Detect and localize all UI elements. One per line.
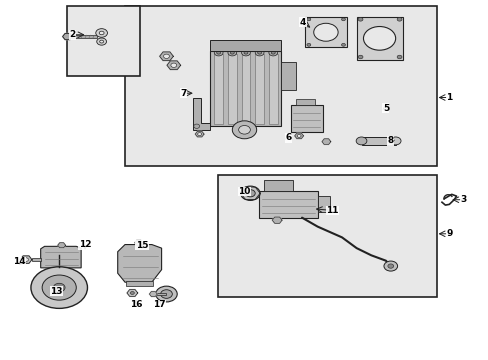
- Circle shape: [238, 126, 250, 134]
- Text: 10: 10: [238, 187, 250, 196]
- Text: 12: 12: [79, 240, 91, 249]
- Bar: [361, 137, 395, 145]
- Bar: [290, 105, 322, 132]
- Text: 13: 13: [50, 287, 63, 296]
- Bar: [281, 62, 295, 90]
- Circle shape: [245, 190, 255, 197]
- Circle shape: [341, 43, 345, 46]
- Circle shape: [230, 51, 234, 54]
- Circle shape: [357, 18, 362, 21]
- Bar: [255, 54, 264, 125]
- Text: 16: 16: [130, 300, 142, 309]
- Text: 2: 2: [70, 30, 76, 39]
- Bar: [264, 180, 293, 191]
- Circle shape: [396, 55, 401, 59]
- Circle shape: [255, 49, 264, 56]
- Circle shape: [341, 18, 345, 21]
- Polygon shape: [159, 52, 173, 60]
- Circle shape: [383, 261, 397, 271]
- Circle shape: [232, 121, 256, 139]
- Circle shape: [268, 49, 277, 56]
- Text: 6: 6: [285, 133, 291, 142]
- Circle shape: [42, 275, 76, 300]
- Circle shape: [244, 51, 247, 54]
- Polygon shape: [322, 139, 330, 144]
- Circle shape: [387, 264, 393, 268]
- Polygon shape: [166, 61, 180, 69]
- Text: 14: 14: [13, 257, 25, 266]
- Text: 4: 4: [299, 18, 305, 27]
- Circle shape: [240, 186, 260, 201]
- Polygon shape: [135, 240, 142, 245]
- Circle shape: [31, 267, 87, 309]
- Circle shape: [193, 124, 199, 129]
- Circle shape: [297, 134, 301, 137]
- Circle shape: [170, 63, 176, 67]
- Polygon shape: [294, 133, 303, 139]
- Text: 1: 1: [445, 93, 451, 102]
- Bar: [217, 175, 436, 297]
- Polygon shape: [62, 33, 72, 40]
- Bar: [72, 35, 97, 38]
- Polygon shape: [58, 243, 65, 248]
- Bar: [317, 196, 329, 212]
- Polygon shape: [149, 292, 157, 297]
- Text: 15: 15: [136, 241, 148, 250]
- Bar: [356, 17, 402, 60]
- Text: 9: 9: [445, 229, 451, 238]
- Circle shape: [197, 133, 201, 135]
- Circle shape: [241, 49, 250, 56]
- Circle shape: [130, 292, 134, 294]
- Bar: [66, 6, 140, 76]
- Bar: [295, 99, 315, 105]
- Bar: [126, 282, 153, 286]
- Bar: [214, 54, 223, 125]
- Circle shape: [96, 29, 107, 37]
- Bar: [268, 54, 277, 125]
- Circle shape: [389, 137, 400, 145]
- Circle shape: [214, 49, 223, 56]
- Circle shape: [53, 283, 65, 292]
- Circle shape: [271, 51, 275, 54]
- Bar: [259, 191, 317, 218]
- Bar: [152, 293, 166, 296]
- Bar: [241, 54, 250, 125]
- Bar: [210, 51, 281, 126]
- Polygon shape: [127, 289, 138, 296]
- Polygon shape: [272, 217, 282, 223]
- Circle shape: [306, 18, 310, 21]
- Text: 8: 8: [387, 136, 393, 145]
- Circle shape: [160, 290, 172, 298]
- Polygon shape: [20, 256, 32, 263]
- Bar: [227, 54, 236, 125]
- Text: 5: 5: [382, 104, 388, 113]
- Text: 11: 11: [325, 206, 338, 215]
- Circle shape: [99, 31, 104, 35]
- Circle shape: [306, 43, 310, 46]
- Bar: [305, 17, 346, 47]
- Circle shape: [257, 51, 261, 54]
- Polygon shape: [41, 246, 81, 268]
- Bar: [210, 40, 281, 51]
- Circle shape: [156, 286, 177, 302]
- Circle shape: [313, 23, 337, 41]
- Circle shape: [216, 51, 220, 54]
- Circle shape: [227, 49, 236, 56]
- Text: 3: 3: [460, 195, 466, 204]
- Bar: [125, 6, 436, 166]
- Circle shape: [355, 137, 366, 145]
- Polygon shape: [118, 244, 161, 282]
- Text: 17: 17: [153, 300, 165, 309]
- Bar: [32, 258, 41, 261]
- Circle shape: [396, 18, 401, 21]
- Circle shape: [23, 258, 28, 261]
- Polygon shape: [195, 131, 203, 137]
- Circle shape: [163, 54, 169, 58]
- Circle shape: [357, 55, 362, 59]
- Circle shape: [100, 40, 103, 43]
- Text: 7: 7: [180, 89, 186, 98]
- Circle shape: [363, 27, 395, 50]
- Circle shape: [97, 38, 106, 45]
- Polygon shape: [193, 98, 210, 130]
